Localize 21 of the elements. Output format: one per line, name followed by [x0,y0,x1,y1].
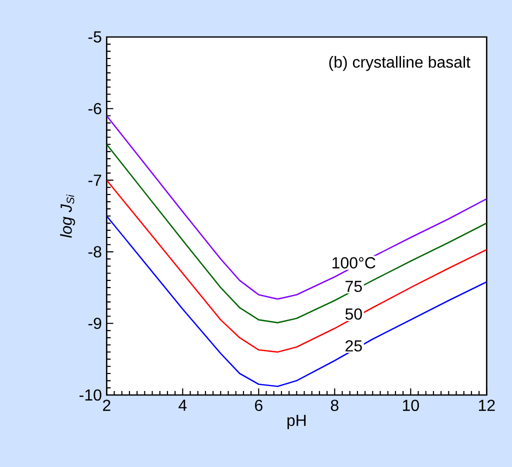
line-series [106,144,487,324]
y-tick-label: -8 [88,246,102,258]
series-label: 50 [345,308,362,320]
y-tick-label: -10 [80,389,102,401]
line-series [106,180,487,353]
series-label: 25 [346,340,362,352]
y-axis-title: log J$_{Si}$ [60,194,76,238]
x-tick-label: 6 [255,400,262,412]
x-tick-label: 12 [478,400,495,411]
x-tick-label: 8 [330,400,338,412]
y-tick-label: -7 [88,174,102,186]
y-tick-label: -5 [88,31,102,43]
y-tick-label: -9 [88,318,102,330]
series-label: 75 [346,280,362,292]
series-label: 100°C [332,257,376,268]
annotation: (b) crystalline basalt [329,56,470,71]
x-tick-label: 2 [103,400,110,411]
x-axis-title: pH [287,414,306,430]
y-tick-label: -6 [88,102,102,114]
x-tick-label: 4 [178,400,187,411]
x-tick-label: 10 [402,400,419,412]
